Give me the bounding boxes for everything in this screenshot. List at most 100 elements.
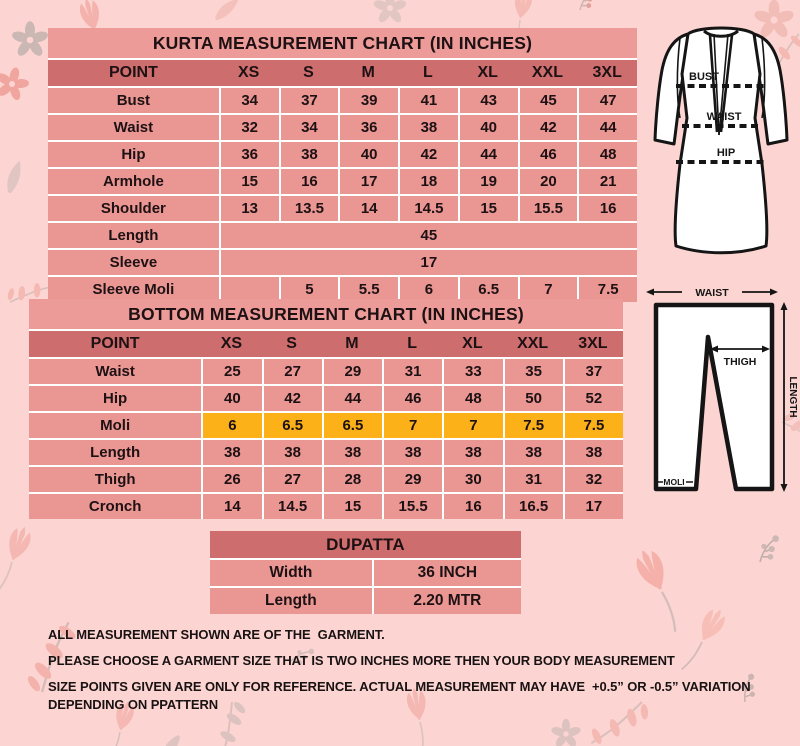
value-cell: 6 (398, 277, 458, 302)
note-line: PLEASE CHOOSE A GARMENT SIZE THAT IS TWO… (48, 653, 675, 668)
value-cell (218, 277, 279, 302)
kurta-chart-header-row: POINT XS S M L XL XXL 3XL (48, 58, 637, 86)
value-cell: 40 (457, 115, 518, 140)
dupatta-chart: DUPATTA Width 36 INCH Length 2.20 MTR (210, 531, 521, 614)
bottom-measurement-chart: BOTTOM MEASUREMENT CHART (IN INCHES) POI… (29, 299, 623, 519)
column-header-point: POINT (90, 335, 140, 352)
footer-notes: ALL MEASUREMENT SHOWN ARE OF THE GARMENT… (48, 626, 792, 722)
value-cell: 42 (261, 386, 322, 411)
note-line: ALL MEASUREMENT SHOWN ARE OF THE GARMENT… (48, 627, 385, 642)
row-label: Waist (95, 363, 135, 380)
value-cell: 6.5 (457, 277, 518, 302)
value-cell: 20 (517, 169, 578, 194)
value-cell: 50 (502, 386, 563, 411)
value-cell: 46 (382, 386, 442, 411)
value-cell: 38 (382, 440, 442, 465)
kurta-measurement-chart: KURTA MEASUREMENT CHART (IN INCHES) POIN… (48, 28, 637, 302)
row-label: Cronch (88, 498, 142, 515)
value-cell: 48 (577, 142, 637, 167)
value-cell: 34 (218, 88, 279, 113)
row-label: Moli (100, 417, 131, 434)
merged-value-cell: 17 (218, 250, 637, 275)
row-label: Hip (121, 146, 146, 163)
pants-thigh-arrow (710, 345, 770, 353)
column-header-size: XS (238, 64, 260, 81)
pants-body (653, 302, 775, 492)
kurta-left-sleeve (653, 32, 690, 146)
dupatta-row: Length 2.20 MTR (210, 586, 521, 614)
value-cell: 6.5 (261, 413, 322, 438)
row-label: Shoulder (100, 200, 166, 217)
value-cell: 7.5 (502, 413, 563, 438)
measurement-row: Armhole 15 16 17 18 19 20 21 (48, 167, 637, 194)
column-header-size: XXL (531, 64, 563, 81)
measurement-row: Hip 40 42 44 46 48 50 52 (29, 384, 623, 411)
value-cell: 38 (442, 440, 502, 465)
value-cell: 48 (442, 386, 502, 411)
value-cell: 45 (517, 88, 578, 113)
row-label: Armhole (102, 173, 164, 190)
value-cell: 36 INCH (371, 560, 521, 586)
value-cell: 38 (398, 115, 458, 140)
kurta-bust-label: BUST (689, 71, 719, 83)
value-cell: 30 (442, 467, 502, 492)
value-cell: 44 (457, 142, 518, 167)
value-cell: 37 (562, 359, 623, 384)
measurement-row: Hip 36 38 40 42 44 46 48 (48, 140, 637, 167)
value-cell: 18 (398, 169, 458, 194)
measurement-row: Sleeve Moli 5 5.5 6 6.5 7 7.5 (48, 275, 637, 302)
value-cell: 2.20 MTR (371, 588, 521, 614)
kurta-right-sleeve (752, 32, 789, 146)
value-cell: 7 (517, 277, 578, 302)
column-header-size: M (361, 64, 375, 81)
value-cell: 36 (218, 142, 279, 167)
column-header-size: M (345, 335, 359, 352)
pants-length-arrow (780, 302, 788, 492)
row-label: Hip (103, 390, 128, 407)
value-cell: 14.5 (398, 196, 458, 221)
value-cell: 38 (278, 142, 339, 167)
dupatta-chart-body: Width 36 INCH Length 2.20 MTR (210, 558, 521, 614)
measurement-row: Waist 25 27 29 31 33 35 37 (29, 357, 623, 384)
row-label: Length (265, 592, 317, 609)
row-label: Width (269, 564, 313, 581)
value-cell: 15.5 (382, 494, 442, 519)
kurta-chart-title: KURTA MEASUREMENT CHART (IN INCHES) (48, 28, 637, 58)
bottom-chart-body: Waist 25 27 29 31 33 35 37 Hip 40 42 44 46 48 50 52 Moli… (29, 357, 623, 519)
kurta-measure-lines (676, 84, 766, 164)
pants-thigh-label: THIGH (724, 356, 757, 368)
kurta-neckline (703, 29, 739, 38)
value-cell: 31 (502, 467, 563, 492)
value-cell: 40 (338, 142, 398, 167)
kurta-hip-label: HIP (717, 147, 735, 159)
value-cell: 17 (562, 494, 623, 519)
merged-value-cell: 45 (218, 223, 637, 248)
value-cell: 28 (321, 467, 382, 492)
column-header-size: XL (477, 64, 498, 81)
value-cell: 39 (338, 88, 398, 113)
column-header-size: S (303, 64, 314, 81)
column-header-point: POINT (108, 64, 158, 81)
kurta-chart-body: Bust 34 37 39 41 43 45 47 Waist 32 34 36 38 40 42 44 Hip… (48, 86, 637, 302)
measurement-row: Bust 34 37 39 41 43 45 47 (48, 86, 637, 113)
column-header-size: XS (220, 335, 243, 352)
value-cell: 7.5 (577, 277, 637, 302)
bottom-chart-header-row: POINT XS S M L XL XXL 3XL (29, 329, 623, 357)
row-label: Sleeve (109, 254, 158, 271)
kurta-waist-label: WAIST (707, 111, 742, 123)
column-header-size: S (286, 335, 297, 352)
value-cell: 15.5 (517, 196, 578, 221)
row-label: Waist (113, 119, 154, 136)
value-cell: 5.5 (338, 277, 398, 302)
column-header-size: L (407, 335, 418, 352)
column-header-size: XXL (517, 335, 549, 352)
value-cell: 15 (457, 196, 518, 221)
value-cell: 17 (338, 169, 398, 194)
dupatta-chart-title: DUPATTA (210, 531, 521, 558)
bottom-chart-title: BOTTOM MEASUREMENT CHART (IN INCHES) (29, 299, 623, 329)
measurement-row: Length 45 (48, 221, 637, 248)
value-cell: 47 (577, 88, 637, 113)
value-cell: 38 (562, 440, 623, 465)
pants-length-label: LENGTH (787, 376, 798, 417)
value-cell: 16 (278, 169, 339, 194)
